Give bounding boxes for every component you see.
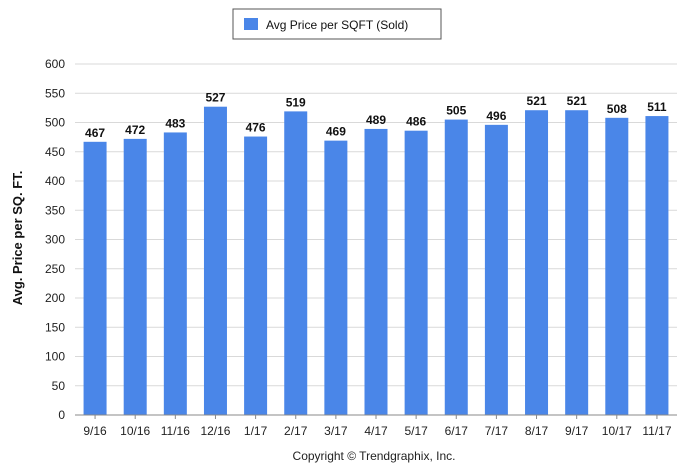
bar [364, 128, 388, 415]
bar [565, 110, 589, 415]
y-tick-label: 450 [45, 145, 65, 159]
bar [284, 111, 308, 415]
data-labels: 467 472 483 527 476 519 469 489 486 505 496 521 521 5… [85, 91, 667, 140]
bar [645, 116, 669, 415]
y-axis-title: Avg. Price per SQ. FT. [10, 171, 25, 306]
y-tick-label: 50 [52, 379, 66, 393]
data-label: 521 [527, 94, 547, 108]
data-label: 483 [165, 116, 185, 130]
bar [484, 124, 508, 415]
data-label: 476 [246, 121, 266, 135]
bar [404, 130, 428, 415]
data-label: 511 [647, 100, 667, 114]
data-label: 521 [567, 94, 587, 108]
y-tick-label: 600 [45, 57, 65, 71]
legend-label: Avg Price per SQFT (Sold) [266, 18, 408, 32]
y-axis-ticks: 0 50 100 150 200 250 300 350 400 450 500 550 600 [45, 57, 65, 422]
x-tick-label: 5/17 [404, 424, 428, 438]
bar [163, 132, 187, 415]
legend: Avg Price per SQFT (Sold) [232, 8, 442, 40]
copyright-text: Copyright © Trendgraphix, Inc. [293, 449, 456, 463]
x-tick-label: 2/17 [284, 424, 308, 438]
bar [525, 110, 549, 415]
data-label: 467 [85, 126, 105, 140]
bar [123, 138, 147, 415]
y-tick-label: 250 [45, 262, 65, 276]
y-tick-label: 350 [45, 203, 65, 217]
x-tick-label: 1/17 [244, 424, 268, 438]
x-tick-label: 9/16 [83, 424, 107, 438]
bars [83, 106, 669, 416]
x-axis-ticks: 9/16 10/16 11/16 12/16 1/17 2/17 3/17 4/17 5/17 6… [83, 415, 672, 438]
data-label: 469 [326, 125, 346, 139]
bar [203, 106, 227, 415]
x-tick-label: 10/17 [602, 424, 632, 438]
x-tick-label: 6/17 [445, 424, 469, 438]
y-tick-label: 550 [45, 86, 65, 100]
bar [244, 136, 268, 416]
data-label: 486 [406, 115, 426, 129]
legend-swatch [244, 18, 258, 30]
x-tick-label: 4/17 [364, 424, 388, 438]
x-tick-label: 9/17 [565, 424, 589, 438]
y-tick-label: 200 [45, 291, 65, 305]
x-tick-label: 12/16 [200, 424, 230, 438]
x-tick-label: 10/16 [120, 424, 150, 438]
legend-box [232, 8, 442, 40]
y-tick-label: 150 [45, 320, 65, 334]
data-label: 489 [366, 113, 386, 127]
y-tick-label: 100 [45, 350, 65, 364]
x-tick-label: 7/17 [485, 424, 509, 438]
data-label: 519 [286, 95, 306, 109]
data-label: 496 [486, 109, 506, 123]
y-tick-label: 300 [45, 233, 65, 247]
x-tick-label: 11/17 [642, 424, 671, 438]
data-label: 508 [607, 102, 627, 116]
x-tick-label: 3/17 [324, 424, 348, 438]
x-tick-label: 11/16 [161, 424, 190, 438]
data-label: 505 [446, 104, 466, 118]
y-tick-label: 0 [58, 408, 65, 422]
bar [444, 119, 468, 415]
bar [324, 140, 348, 415]
y-tick-label: 400 [45, 174, 65, 188]
bar [605, 117, 629, 415]
y-tick-label: 500 [45, 116, 65, 130]
bar [83, 141, 107, 415]
x-tick-label: 8/17 [525, 424, 549, 438]
data-label: 472 [125, 123, 145, 137]
data-label: 527 [205, 91, 225, 105]
